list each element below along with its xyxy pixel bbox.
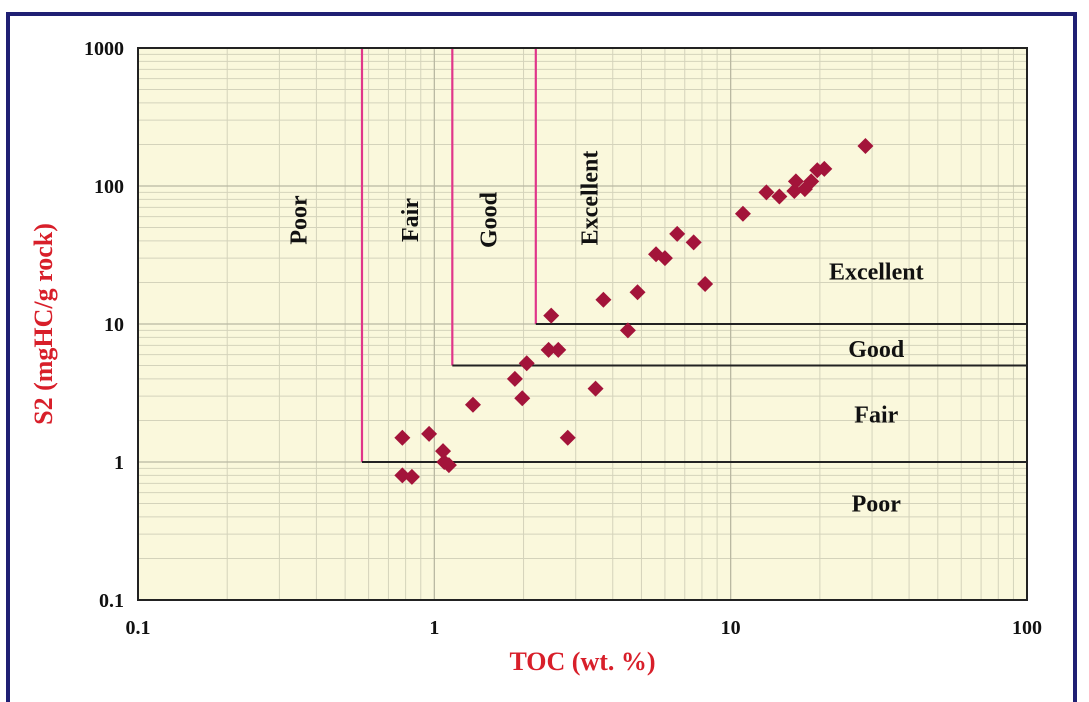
data-point — [786, 182, 803, 199]
data-point — [543, 307, 560, 324]
data-point — [421, 425, 438, 442]
y-axis-title: S2 (mgHC/g rock) — [29, 223, 58, 425]
x-axis-title: TOC (wt. %) — [509, 647, 655, 676]
toc-zone-label: Excellent — [577, 151, 603, 246]
classification-boundaries — [360, 48, 1027, 463]
toc-zone-label: Good — [476, 191, 502, 248]
x-tick-label: 10 — [721, 617, 741, 639]
data-point — [506, 370, 523, 387]
zone-labels: Poor Fair Good Excellent Excellent Good Fair Po… — [286, 151, 923, 518]
data-point — [619, 322, 636, 339]
x-tick-label: 0.1 — [126, 617, 151, 639]
data-point — [440, 457, 457, 474]
x-tick-label: 100 — [1012, 617, 1042, 639]
data-point — [803, 173, 820, 190]
data-point — [656, 250, 673, 267]
toc-zone-label: Fair — [398, 198, 424, 242]
y-tick-label: 0.1 — [99, 590, 124, 612]
data-point — [629, 284, 646, 301]
data-point — [669, 225, 686, 242]
data-point — [394, 429, 411, 446]
data-point — [559, 429, 576, 446]
s2-zone-label: Fair — [854, 403, 898, 429]
plot-border — [137, 47, 1028, 601]
data-point — [595, 291, 612, 308]
data-point — [514, 390, 531, 407]
data-point — [518, 355, 535, 372]
toc-zone-label: Poor — [286, 195, 312, 245]
data-point — [816, 160, 833, 177]
y-tick-label: 1 — [114, 452, 124, 474]
data-point — [540, 341, 557, 358]
data-point — [550, 341, 567, 358]
data-point — [758, 184, 775, 201]
data-point — [394, 467, 411, 484]
data-point — [587, 380, 604, 397]
y-tick-label: 1000 — [84, 38, 124, 60]
data-points — [394, 137, 874, 485]
data-point — [435, 443, 452, 460]
s2-zone-label: Good — [848, 337, 905, 363]
data-point — [685, 234, 702, 251]
y-tick-label: 100 — [94, 176, 124, 198]
s2-zone-label: Excellent — [829, 260, 924, 286]
x-tick-label: 1 — [429, 617, 439, 639]
s2-zone-label: Poor — [852, 492, 902, 518]
data-point — [403, 468, 420, 485]
y-axis-ticks: 0.1 1 10 100 1000 — [84, 38, 124, 612]
data-point — [464, 396, 481, 413]
data-point — [771, 188, 788, 205]
data-point — [734, 205, 751, 222]
y-tick-label: 10 — [104, 314, 124, 336]
data-point — [857, 137, 874, 154]
data-point — [787, 173, 804, 190]
data-point — [697, 275, 714, 292]
x-axis-ticks: 0.1 1 10 100 — [126, 617, 1043, 639]
